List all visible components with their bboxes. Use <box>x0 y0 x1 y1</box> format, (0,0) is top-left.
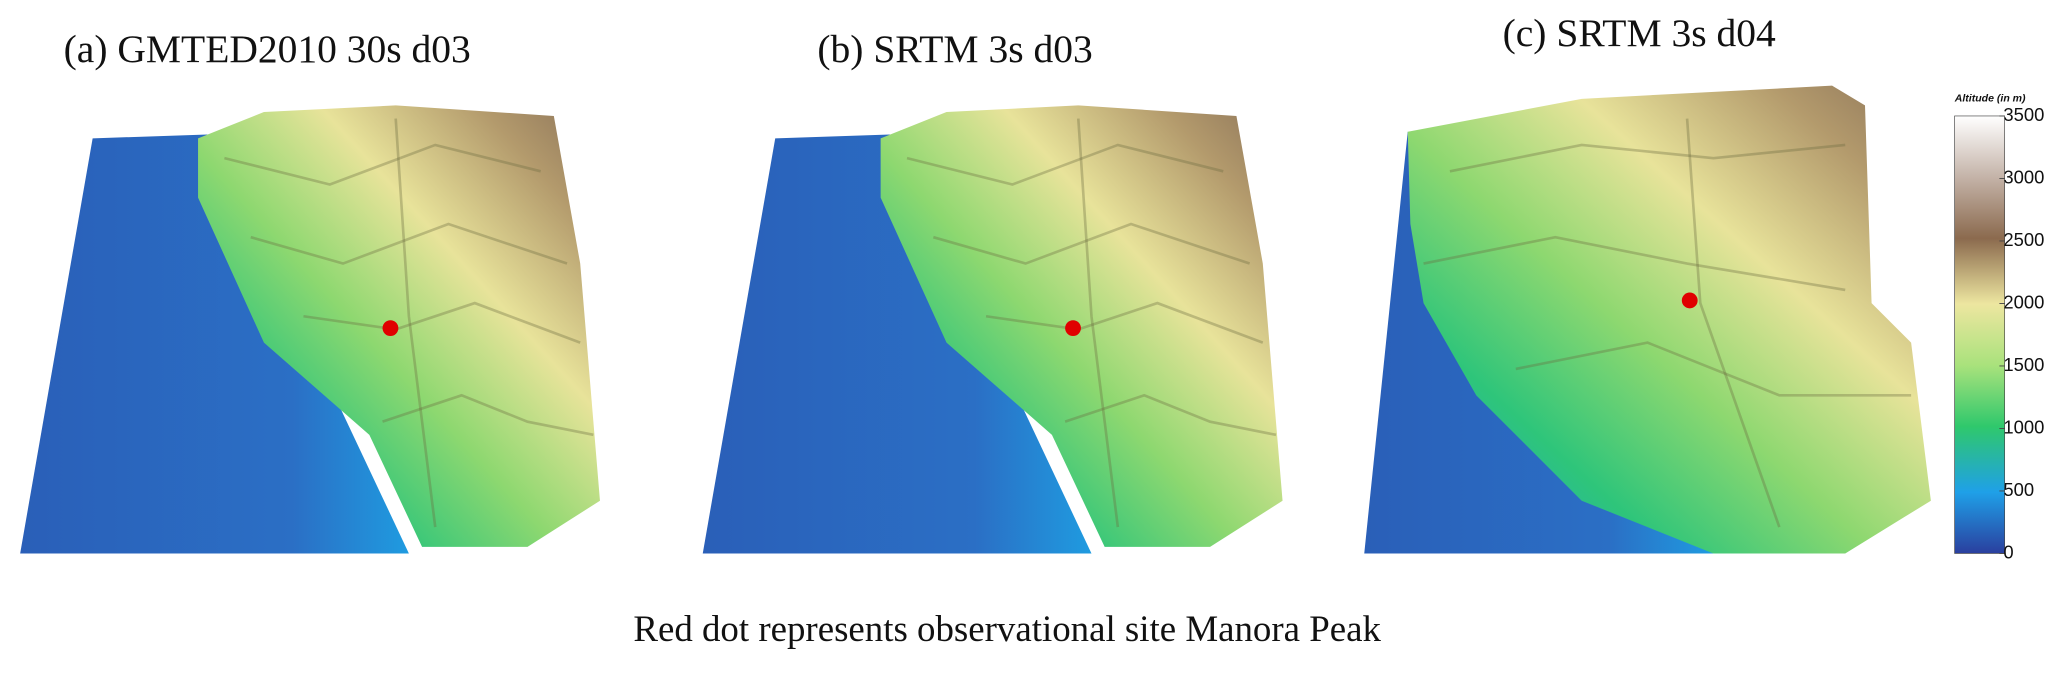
terrain-b <box>701 104 1284 555</box>
terrain-c <box>1364 85 1931 554</box>
tick-label: 1000 <box>2003 416 2044 437</box>
tick-label: 1500 <box>2003 354 2044 375</box>
tick-label: 2500 <box>2003 229 2044 250</box>
panel-title: (a) GMTED2010 30s d03 <box>64 27 471 71</box>
tick-label: 3000 <box>2003 166 2044 187</box>
terrain-a <box>18 104 602 555</box>
tick-label: 2000 <box>2003 291 2044 312</box>
panel-title: (c) SRTM 3s d04 <box>1503 11 1776 55</box>
tick-label: 3500 <box>2003 104 2044 125</box>
panel-title: (b) SRTM 3s d03 <box>817 27 1092 71</box>
tick-label: 500 <box>2003 479 2034 500</box>
tick-label: 0 <box>2003 541 2013 562</box>
colorbar <box>1954 115 2006 554</box>
colorbar-title: Altitude (in m) <box>1954 93 2026 105</box>
colorbar-ticks: 0 500 1000 1500 2000 2500 3000 3500 <box>1999 104 2044 562</box>
caption: Red dot represents observational site Ma… <box>633 608 1381 649</box>
